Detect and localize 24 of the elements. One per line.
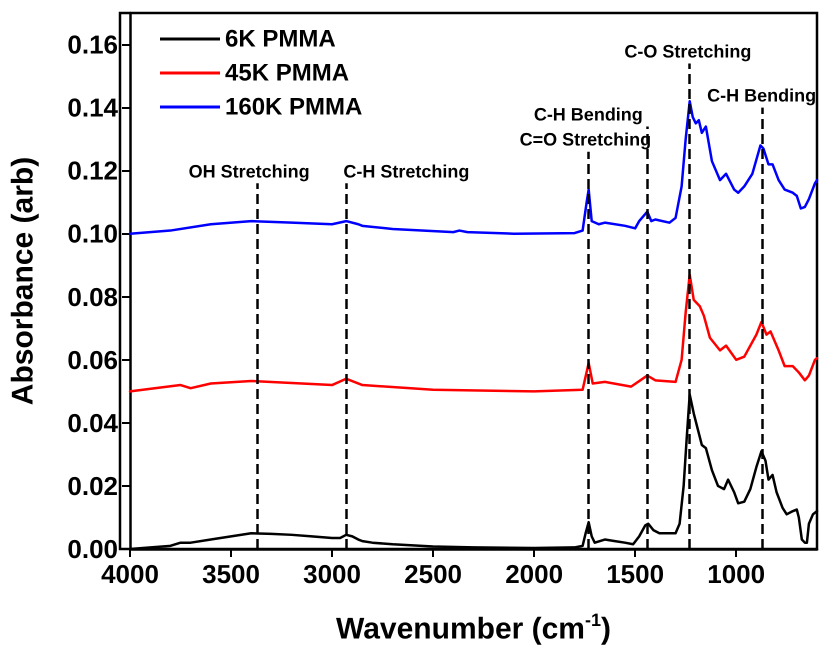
y-tick-label: 0.06 xyxy=(67,344,118,375)
x-tick-label: 1500 xyxy=(606,559,664,589)
ref-line-label: C-H Stretching xyxy=(343,161,470,182)
ref-line-label: C-H Bending xyxy=(707,86,816,106)
ref-line-label: OH Stretching xyxy=(188,161,310,182)
legend-label: 45K PMMA xyxy=(225,60,350,86)
y-tick-label: 0.16 xyxy=(67,30,118,60)
y-tick-label: 0.04 xyxy=(67,408,119,438)
x-tick-label: 3500 xyxy=(202,559,260,589)
x-tick-label: 1000 xyxy=(707,559,766,589)
y-tick-label: 0.14 xyxy=(67,92,119,123)
ref-line-label: C-O Stretching xyxy=(624,41,752,62)
y-tick-label: 0.08 xyxy=(67,282,118,312)
legend-label: 6K PMMA xyxy=(225,26,336,52)
ref-line-label: C=O Stretching xyxy=(520,130,652,150)
ref-line-label: C-H Bending xyxy=(534,104,643,125)
x-tick-label: 3000 xyxy=(303,559,361,589)
y-axis-title: Absorbance (arb) xyxy=(6,156,40,406)
x-tick-label: 2000 xyxy=(505,559,564,589)
y-tick-label: 0.10 xyxy=(67,218,118,249)
y-tick-label: 0.12 xyxy=(67,156,118,186)
legend-label: 160K PMMA xyxy=(225,94,362,120)
x-tick-label: 2500 xyxy=(404,559,462,589)
y-tick-label: 0.02 xyxy=(67,470,118,501)
